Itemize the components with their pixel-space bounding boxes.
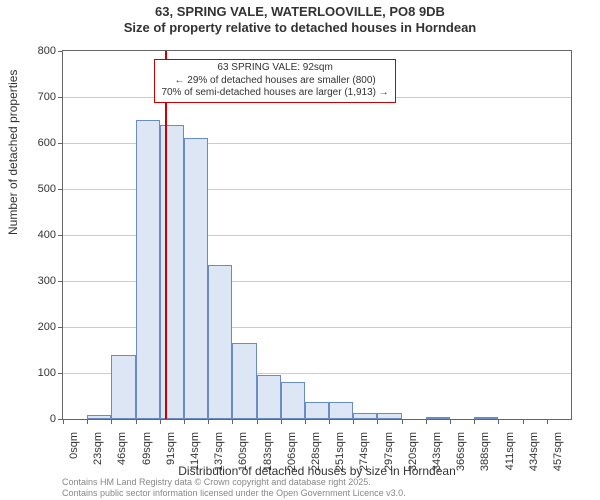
- y-tick-mark: [58, 235, 63, 236]
- y-tick-label: 700: [16, 91, 56, 103]
- histogram-bar: [184, 138, 208, 419]
- reference-marker-line: [165, 51, 167, 419]
- histogram-bar: [426, 417, 450, 419]
- x-tick-mark: [547, 419, 548, 424]
- histogram-bar: [257, 375, 281, 419]
- chart-container: 63, SPRING VALE, WATERLOOVILLE, PO8 9DB …: [0, 0, 600, 500]
- histogram-bar: [208, 265, 232, 419]
- y-tick-mark: [58, 327, 63, 328]
- plot-area: 63 SPRING VALE: 92sqm ← 29% of detached …: [62, 50, 572, 420]
- x-tick-mark: [160, 419, 161, 424]
- annotation-box: 63 SPRING VALE: 92sqm ← 29% of detached …: [154, 59, 395, 103]
- x-tick-mark: [523, 419, 524, 424]
- x-tick-mark: [184, 419, 185, 424]
- y-tick-label: 600: [16, 137, 56, 149]
- histogram-bar: [111, 355, 135, 419]
- y-tick-label: 100: [16, 367, 56, 379]
- footer-attribution: Contains HM Land Registry data © Crown c…: [62, 477, 572, 498]
- y-tick-mark: [58, 51, 63, 52]
- x-tick-mark: [353, 419, 354, 424]
- histogram-bar: [87, 415, 111, 419]
- x-tick-mark: [474, 419, 475, 424]
- histogram-bar: [305, 402, 329, 419]
- title-line-2: Size of property relative to detached ho…: [0, 20, 600, 36]
- x-tick-mark: [257, 419, 258, 424]
- y-tick-mark: [58, 281, 63, 282]
- x-tick-mark: [63, 419, 64, 424]
- y-tick-mark: [58, 373, 63, 374]
- x-tick-mark: [402, 419, 403, 424]
- x-tick-mark: [305, 419, 306, 424]
- x-tick-mark: [377, 419, 378, 424]
- y-tick-label: 800: [16, 45, 56, 57]
- y-tick-label: 400: [16, 229, 56, 241]
- footer-line-2: Contains public sector information licen…: [62, 488, 572, 498]
- y-tick-mark: [58, 189, 63, 190]
- histogram-bar: [281, 382, 305, 419]
- y-tick-label: 500: [16, 183, 56, 195]
- x-tick-mark: [232, 419, 233, 424]
- y-tick-label: 200: [16, 321, 56, 333]
- y-tick-label: 300: [16, 275, 56, 287]
- y-tick-mark: [58, 143, 63, 144]
- x-axis-title: Distribution of detached houses by size …: [62, 464, 572, 478]
- histogram-bar: [353, 413, 377, 419]
- x-tick-mark: [136, 419, 137, 424]
- annotation-line-1: 63 SPRING VALE: 92sqm: [161, 62, 388, 75]
- x-tick-mark: [281, 419, 282, 424]
- x-tick-mark: [329, 419, 330, 424]
- x-tick-mark: [426, 419, 427, 424]
- annotation-line-2: ← 29% of detached houses are smaller (80…: [161, 75, 388, 88]
- title-line-1: 63, SPRING VALE, WATERLOOVILLE, PO8 9DB: [0, 4, 600, 20]
- histogram-bar: [160, 125, 184, 419]
- chart-title-block: 63, SPRING VALE, WATERLOOVILLE, PO8 9DB …: [0, 0, 600, 37]
- histogram-bar: [232, 343, 256, 419]
- histogram-bar: [136, 120, 160, 419]
- x-tick-mark: [450, 419, 451, 424]
- x-tick-mark: [87, 419, 88, 424]
- y-tick-mark: [58, 97, 63, 98]
- x-tick-mark: [498, 419, 499, 424]
- annotation-line-3: 70% of semi-detached houses are larger (…: [161, 87, 388, 100]
- footer-line-1: Contains HM Land Registry data © Crown c…: [62, 477, 572, 487]
- histogram-bar: [377, 413, 401, 419]
- y-tick-label: 0: [16, 413, 56, 425]
- histogram-bar: [474, 417, 498, 419]
- x-tick-mark: [208, 419, 209, 424]
- x-tick-mark: [111, 419, 112, 424]
- histogram-bar: [329, 402, 353, 419]
